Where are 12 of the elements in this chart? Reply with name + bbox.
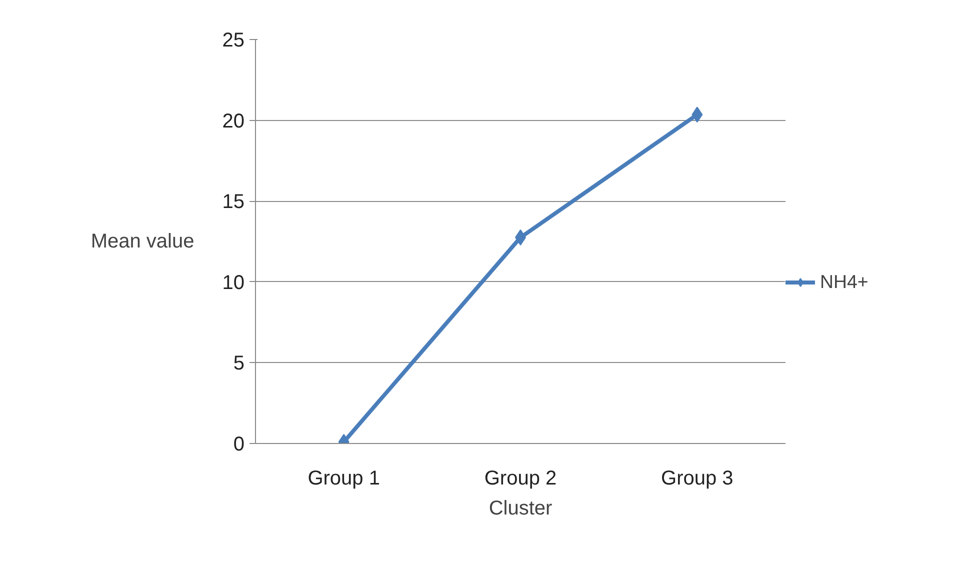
y-tick-label: 25 [222, 30, 245, 52]
x-tick-label: Group 2 [484, 468, 557, 490]
y-tick-label: 15 [222, 191, 245, 214]
y-tick-label: 5 [233, 352, 244, 375]
y-tick-label: 10 [222, 272, 245, 294]
x-axis-title: Cluster [488, 498, 553, 520]
y-tick-label: 20 [222, 110, 245, 132]
x-tick-label: Group 1 [308, 468, 380, 490]
y-axis-title: Mean value [90, 230, 194, 252]
x-tick-label: Group 3 [661, 468, 734, 490]
legend-label: NH4+ [820, 271, 868, 293]
y-tick-label: 0 [233, 434, 244, 456]
